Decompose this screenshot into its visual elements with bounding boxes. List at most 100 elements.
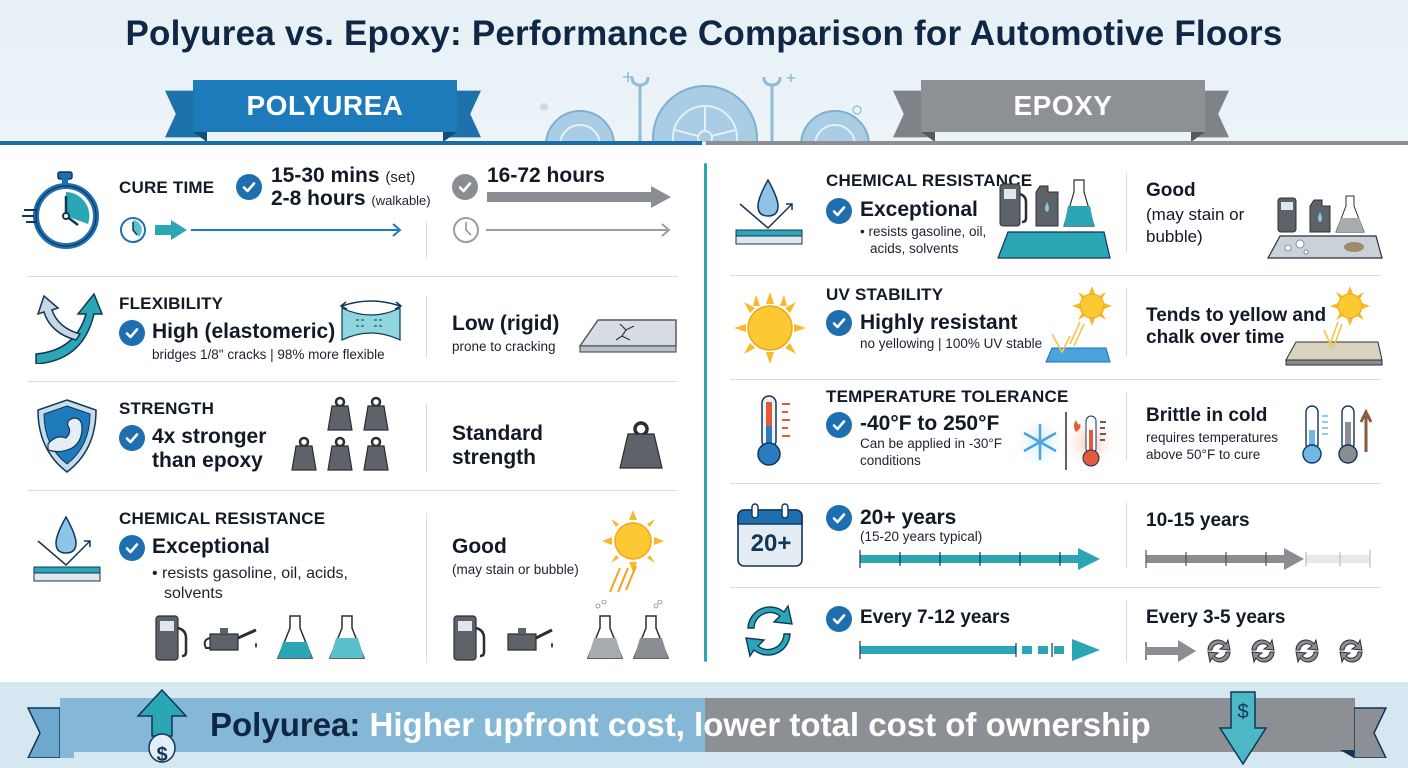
epoxy-cure-timeline	[453, 217, 671, 243]
check-icon	[826, 505, 852, 531]
polyurea-chemical-detail: • resists gasoline, oil, acids, solvents	[860, 224, 987, 256]
polyurea-header-ribbon: POLYUREA	[165, 80, 485, 142]
calendar-text: 20+	[750, 530, 792, 557]
row-divider	[730, 275, 1380, 276]
weights-icon	[291, 396, 389, 471]
column-divider	[426, 513, 427, 663]
thermometers-icon	[1302, 405, 1373, 464]
flask-icon	[276, 615, 314, 659]
chemical-resistance-label: CHEMICAL RESISTANCE	[119, 509, 326, 528]
polyurea-chemical-value: Exceptional	[860, 198, 978, 221]
cure-time-label: CURE TIME	[119, 178, 215, 197]
cost-up-arrow-icon	[136, 688, 188, 763]
polyurea-lifespan-detail: (15-20 years typical)	[860, 529, 983, 544]
epoxy-recoat-value: Every 3-5 years	[1146, 607, 1286, 628]
epoxy-chemical-detail: (may stain or bubble)	[452, 562, 579, 577]
column-divider	[426, 296, 427, 358]
footer-message: Polyurea: Higher upfront cost, lower tot…	[210, 702, 1151, 748]
polyurea-uv-detail: no yellowing | 100% UV stable	[860, 336, 1043, 351]
chemicals-icons-row	[155, 615, 366, 661]
ribbon-fold	[193, 132, 457, 142]
row-divider	[730, 379, 1380, 380]
gas-pump-icon	[155, 615, 188, 661]
polyurea-chemical-value: Exceptional	[152, 535, 270, 558]
thermometer-icon	[757, 395, 790, 466]
polyurea-recoat-value: Every 7-12 years	[860, 607, 1011, 628]
tires-wrenches-illustration	[540, 72, 870, 142]
refresh-cycle-icon	[745, 604, 793, 658]
weight-icon	[619, 421, 663, 469]
polyurea-header-label: POLYUREA	[193, 80, 457, 132]
check-icon	[826, 310, 852, 336]
chemicals-icons-row-epoxy	[453, 600, 670, 661]
column-divider	[426, 404, 427, 472]
epoxy-temperature-value: Brittle in cold	[1146, 405, 1268, 426]
polyurea-header-line	[0, 141, 702, 145]
check-icon	[119, 535, 145, 561]
epoxy-strength-line1: Standard	[452, 422, 544, 445]
stained-slab-icon	[1266, 195, 1383, 259]
ribbon-tail-left	[893, 90, 929, 138]
droplet-surface-icon	[33, 515, 101, 582]
polyurea-strength-line1: 4x stronger	[152, 425, 267, 448]
check-icon	[119, 320, 145, 346]
ribbon-tail-left	[165, 90, 201, 138]
flex-arrows-icon	[35, 292, 104, 364]
check-icon	[826, 412, 852, 438]
epoxy-header-label: EPOXY	[921, 80, 1205, 132]
dollar-sign: $	[156, 744, 168, 766]
epoxy-flexibility-value: Low (rigid)	[452, 312, 560, 335]
column-divider	[1126, 173, 1127, 253]
epoxy-uv-value: Tends to yellow and chalk over time	[1146, 305, 1327, 348]
check-icon	[452, 174, 478, 200]
strength-label: STRENGTH	[119, 399, 215, 418]
polyurea-lifespan-value: 20+ years	[860, 506, 957, 529]
flexibility-label: FLEXIBILITY	[119, 294, 224, 313]
footer-ribbon-tail-right	[1340, 698, 1388, 758]
chemical-resistance-label: CHEMICAL RESISTANCE	[826, 171, 1033, 190]
check-icon	[826, 606, 852, 632]
column-divider	[1126, 502, 1127, 568]
polyurea-temperature-value: -40°F to 250°F	[860, 412, 1000, 435]
epoxy-recoat-bar	[1145, 638, 1363, 664]
dollar-sign: $	[1237, 701, 1249, 723]
column-divider	[1126, 288, 1127, 356]
shield-muscle-icon	[37, 399, 97, 473]
center-divider	[704, 163, 707, 662]
oil-can-icon	[203, 628, 257, 651]
polyurea-chemical-detail: • resists gasoline, oil, acids, solvents	[152, 565, 348, 602]
sun-rays-icon	[602, 510, 664, 593]
cold-hot-icon	[1016, 412, 1116, 472]
epoxy-cure-time: 16-72 hours	[487, 164, 605, 187]
polyurea-flexibility-detail: bridges 1/8" cracks | 98% more flexible	[152, 347, 385, 362]
polyurea-cure-walkable: 2-8 hours (walkable)	[271, 187, 431, 210]
epoxy-header-line	[706, 141, 1408, 145]
column-divider	[426, 222, 427, 258]
row-divider	[28, 381, 678, 382]
epoxy-chemical-value: Good	[452, 535, 507, 558]
uv-stability-label: UV STABILITY	[826, 285, 944, 304]
epoxy-lifespan-bar	[1145, 548, 1371, 570]
row-divider	[730, 483, 1380, 484]
polyurea-lifespan-bar	[859, 548, 1100, 570]
polyurea-cure-set: 15-30 mins (set)	[271, 164, 416, 187]
stretch-membrane-icon	[339, 300, 403, 341]
page-title: Polyurea vs. Epoxy: Performance Comparis…	[125, 14, 1283, 53]
cracked-slab-icon	[578, 319, 677, 353]
sun-icon	[734, 292, 806, 364]
sun-on-surface-icon	[1045, 286, 1112, 363]
calendar-icon	[737, 503, 803, 567]
polyurea-temperature-detail: Can be applied in -30°F conditions	[860, 436, 1002, 468]
column-divider	[1126, 600, 1127, 662]
epoxy-chemical-detail: (may stain or bubble)	[1146, 205, 1245, 247]
epoxy-chemical-value: Good	[1146, 180, 1196, 201]
polyurea-uv-value: Highly resistant	[860, 311, 1018, 334]
ribbon-fold	[921, 132, 1205, 142]
row-divider	[730, 587, 1380, 588]
epoxy-cure-arrow	[487, 186, 671, 208]
check-icon	[826, 198, 852, 224]
flask-icon	[328, 615, 366, 659]
polyurea-cure-timeline	[120, 217, 402, 243]
row-divider	[28, 276, 678, 277]
polyurea-strength-line2: than epoxy	[152, 449, 263, 472]
